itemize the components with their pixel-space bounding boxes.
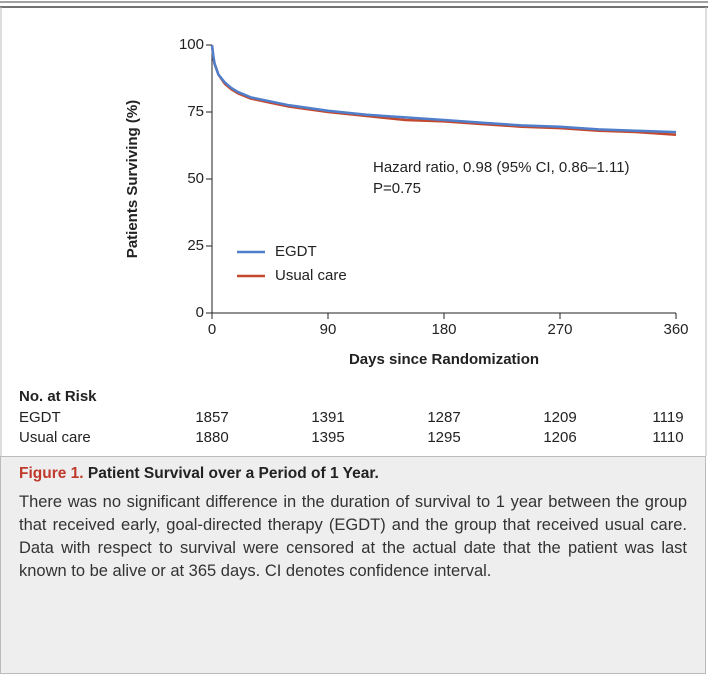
annotation: Hazard ratio, 0.98 (95% CI, 0.86–1.11) [373, 159, 630, 176]
x-tick-label: 180 [431, 321, 456, 338]
risk-count: 1295 [427, 429, 460, 446]
caption-title: Patient Survival over a Period of 1 Year… [87, 465, 379, 482]
y-tick-label: 50 [187, 170, 204, 187]
caption-label: Figure 1. [19, 465, 84, 482]
risk-table-title: No. at Risk [19, 388, 97, 405]
annotation: P=0.75 [373, 180, 421, 197]
y-tick-label: 100 [179, 36, 204, 53]
y-axis-title: Patients Surviving (%) [124, 100, 141, 258]
x-tick-label: 360 [663, 321, 688, 338]
chart: Patients Surviving (%) Days since Random… [0, 1, 708, 456]
x-tick-label: 0 [208, 321, 216, 338]
x-tick-label: 90 [320, 321, 337, 338]
risk-count: 1391 [311, 409, 344, 426]
risk-count: 1110 [652, 429, 683, 446]
y-tick-label: 75 [187, 103, 204, 120]
y-tick-label: 25 [187, 237, 204, 254]
survival-curve [210, 44, 677, 134]
survival-curve [210, 44, 677, 137]
legend-label: EGDT [275, 243, 317, 260]
risk-count: 1880 [195, 429, 228, 446]
y-tick-label: 0 [196, 304, 204, 321]
risk-count: 1857 [195, 409, 228, 426]
risk-count: 1206 [543, 429, 576, 446]
x-axis-title: Days since Randomization [349, 351, 539, 368]
risk-count: 1287 [427, 409, 460, 426]
risk-count: 1119 [652, 409, 683, 426]
risk-count: 1395 [311, 429, 344, 446]
caption: Figure 1. Patient Survival over a Period… [0, 456, 706, 674]
risk-row-name: Usual care [19, 429, 91, 446]
x-tick-label: 270 [547, 321, 572, 338]
caption-text: There was no significant difference in t… [19, 493, 687, 580]
risk-count: 1209 [543, 409, 576, 426]
legend-label: Usual care [275, 267, 347, 284]
risk-row-name: EGDT [19, 409, 61, 426]
caption-heading: Figure 1. Patient Survival over a Period… [19, 465, 687, 483]
